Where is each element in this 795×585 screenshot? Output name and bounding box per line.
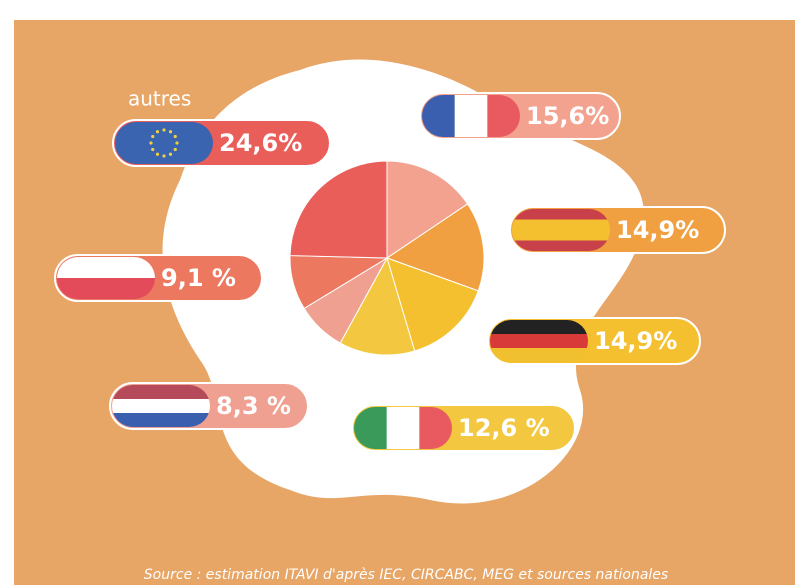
flag: [112, 385, 210, 427]
value-label: 14,9%: [616, 216, 699, 244]
legend-pill: 12,6 %: [351, 404, 576, 452]
legend-pill: 8,3 %: [109, 382, 309, 430]
flag: [422, 95, 520, 137]
flag: [490, 320, 588, 362]
pie-slice: [386, 257, 479, 352]
legend-pill: 9,1 %: [54, 254, 263, 302]
value-label: 12,6 %: [458, 414, 550, 442]
value-label: 14,9%: [594, 327, 677, 355]
value-label: 15,6%: [526, 102, 609, 130]
source: Source : estimation ITAVI d'après IEC, C…: [144, 567, 668, 583]
pie-slice: [385, 203, 485, 292]
pie-slice: [339, 256, 416, 356]
flag: [115, 122, 213, 164]
legend-pill: 14,9%: [509, 206, 726, 254]
legend-pill: 15,6%: [419, 92, 621, 140]
pie-slice: [386, 160, 469, 259]
flag: [57, 257, 155, 299]
legend-pill: 14,9%: [487, 317, 701, 365]
legend-pill: 24,6% autres: [112, 87, 331, 167]
value-label: 8,3 %: [216, 392, 291, 420]
flag: [354, 407, 452, 449]
flag: [512, 209, 610, 251]
category-label: autres: [128, 87, 191, 111]
value-label: 24,6%: [219, 129, 302, 157]
pie-slice: [289, 160, 388, 259]
value-label: 9,1 %: [161, 264, 236, 292]
